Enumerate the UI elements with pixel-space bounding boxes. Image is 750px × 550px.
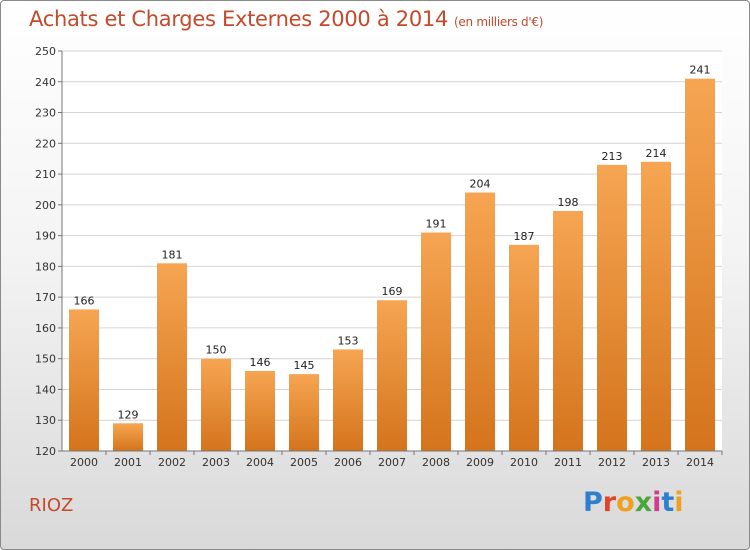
x-tick-label: 2004	[246, 456, 274, 469]
x-tick-label: 2010	[510, 456, 538, 469]
bar	[157, 263, 187, 451]
y-tick-label: 150	[35, 353, 56, 366]
bar	[377, 300, 407, 451]
logo-letter: x	[634, 487, 653, 518]
x-tick-label: 2001	[114, 456, 142, 469]
y-tick-label: 190	[35, 230, 56, 243]
bar	[641, 161, 671, 451]
x-tick-label: 2012	[598, 456, 626, 469]
y-tick-label: 140	[35, 383, 56, 396]
data-label: 181	[162, 248, 183, 261]
data-label: 241	[690, 64, 711, 77]
data-label: 214	[646, 147, 667, 160]
bar	[201, 358, 231, 451]
data-label: 198	[558, 196, 579, 209]
bars-group: 166 129 181 150 146 145 153 169 191 204 187 198 213 2…	[69, 64, 715, 452]
data-label: 145	[294, 359, 315, 372]
data-label: 213	[602, 150, 623, 163]
logo-letter: t	[661, 487, 675, 518]
logo-letter: r	[602, 487, 617, 518]
chart-subtitle: (en milliers d'€)	[454, 15, 544, 29]
y-tick-label: 200	[35, 199, 56, 212]
y-tick-label: 120	[35, 445, 56, 458]
logo-letter: i	[652, 487, 662, 518]
data-label: 153	[338, 334, 359, 347]
y-tick-label: 130	[35, 414, 56, 427]
data-label: 169	[382, 285, 403, 298]
x-tick-label: 2002	[158, 456, 186, 469]
x-tick-label: 2011	[554, 456, 582, 469]
y-axis-labels: 120 130 140 150 160 170 180 190 200 210 220 230 240 2…	[35, 45, 56, 458]
chart-title-text: Achats et Charges Externes 2000 à 2014	[29, 7, 449, 31]
y-tick-label: 180	[35, 260, 56, 273]
x-tick-label: 2014	[686, 456, 714, 469]
chart-title: Achats et Charges Externes 2000 à 2014 (e…	[29, 7, 543, 31]
x-tick-label: 2006	[334, 456, 362, 469]
data-label: 204	[470, 178, 491, 191]
x-tick-label: 2009	[466, 456, 494, 469]
y-tick-label: 220	[35, 137, 56, 150]
data-label: 146	[250, 356, 271, 369]
y-tick-label: 250	[35, 45, 56, 58]
bar	[289, 374, 319, 451]
bar	[509, 244, 539, 451]
bar	[465, 192, 495, 452]
x-tick-label: 2003	[202, 456, 230, 469]
logo-letter: P	[583, 487, 603, 518]
logo-letter: o	[616, 487, 635, 518]
bar	[245, 371, 275, 451]
y-tick-label: 160	[35, 322, 56, 335]
x-tick-label: 2005	[290, 456, 318, 469]
logo-letter: i	[674, 487, 684, 518]
x-axis-labels: 2000 2001 2002 2003 2004 2005 2006 2007 2008 2009…	[70, 451, 723, 469]
data-label: 150	[206, 344, 227, 357]
x-tick-label: 2013	[642, 456, 670, 469]
proxiti-logo: Proxiti	[583, 487, 684, 518]
bar	[69, 309, 99, 451]
data-label: 187	[514, 230, 535, 243]
y-tick-label: 170	[35, 291, 56, 304]
y-tick-label: 240	[35, 76, 56, 89]
bar	[113, 423, 143, 451]
bar	[553, 211, 583, 451]
x-tick-label: 2007	[378, 456, 406, 469]
y-tick-label: 210	[35, 168, 56, 181]
bar	[685, 78, 715, 451]
y-tick-label: 230	[35, 107, 56, 120]
place-label: RIOZ	[29, 495, 74, 516]
data-label: 166	[74, 294, 95, 307]
data-label: 129	[118, 408, 139, 421]
x-tick-label: 2000	[70, 456, 98, 469]
bar	[597, 164, 627, 451]
bar	[333, 349, 363, 451]
bar	[421, 232, 451, 451]
x-tick-label: 2008	[422, 456, 450, 469]
data-label: 191	[426, 218, 447, 231]
